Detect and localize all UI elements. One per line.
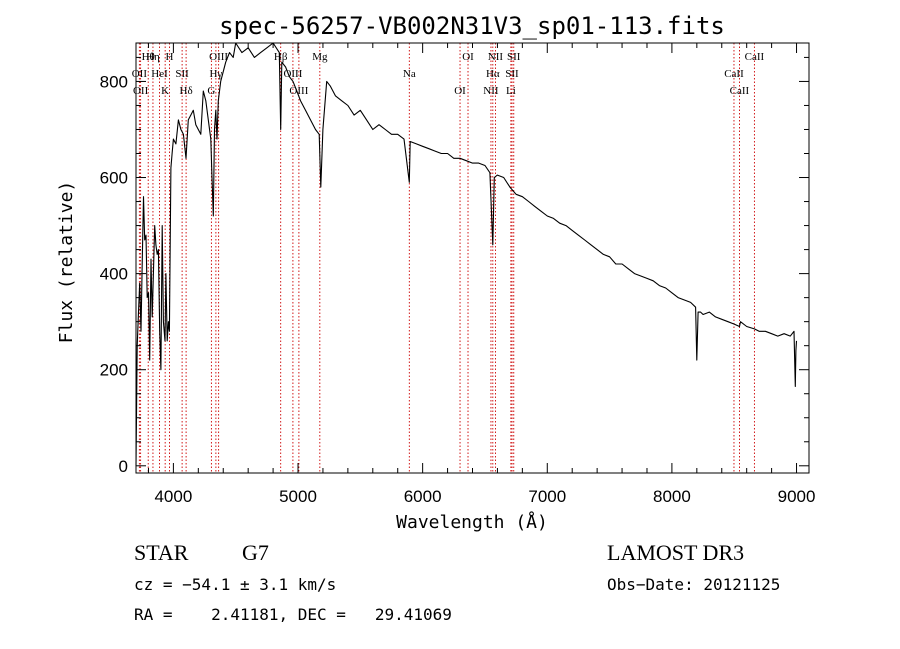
line-marker-label: OI bbox=[462, 51, 474, 63]
line-marker-label: HeI bbox=[151, 68, 168, 80]
x-axis-label: Wavelength (Å) bbox=[396, 511, 548, 533]
y-tick-label: 800 bbox=[100, 72, 128, 91]
line-marker-label: Hβ bbox=[274, 51, 288, 63]
object-class: STAR bbox=[134, 540, 189, 565]
line-marker-label: CaII bbox=[730, 85, 750, 97]
line-marker-label: SII bbox=[507, 51, 521, 63]
redshift-text: cz = −54.1 ± 3.1 km/s bbox=[134, 575, 336, 594]
line-marker-label: G bbox=[207, 85, 215, 97]
x-tick-label: 6000 bbox=[404, 487, 442, 506]
line-marker-label: SII bbox=[175, 68, 189, 80]
line-marker-label: Li bbox=[506, 85, 516, 97]
line-marker-label: OII bbox=[133, 85, 149, 97]
x-tick-label: 4000 bbox=[154, 487, 192, 506]
line-marker-label: Hγ bbox=[209, 68, 222, 80]
line-marker-label: K bbox=[161, 85, 169, 97]
chart-title: spec-56257-VB002N31V3_sp01-113.fits bbox=[219, 12, 725, 40]
line-marker-label: Mg bbox=[312, 51, 328, 63]
x-tick-label: 7000 bbox=[528, 487, 566, 506]
line-marker-label: OIII bbox=[209, 51, 228, 63]
x-tick-label: 9000 bbox=[778, 487, 816, 506]
obs-date: Obs−Date: 20121125 bbox=[607, 575, 780, 594]
line-marker-label: OI bbox=[454, 85, 466, 97]
line-marker-label: CaII bbox=[745, 51, 765, 63]
line-marker-label: NII bbox=[483, 85, 499, 97]
line-marker-label: Hη bbox=[146, 51, 160, 63]
y-axis-label: Flux (relative) bbox=[56, 181, 77, 344]
y-axis-ticks: 0 200 400 600 800 bbox=[100, 56, 809, 476]
y-tick-label: 0 bbox=[119, 457, 128, 476]
line-marker-label: Hδ bbox=[180, 85, 193, 97]
line-markers bbox=[138, 43, 755, 473]
survey-name: LAMOST DR3 bbox=[607, 540, 744, 565]
line-marker-label: SII bbox=[505, 68, 519, 80]
y-tick-label: 200 bbox=[100, 361, 128, 380]
line-marker-label: Hθ bbox=[142, 51, 155, 63]
plot-frame bbox=[135, 42, 810, 474]
line-marker-label: NII bbox=[488, 51, 504, 63]
line-marker-label: Hα bbox=[486, 68, 500, 80]
spectrum-line bbox=[135, 42, 798, 466]
x-tick-label: 8000 bbox=[653, 487, 691, 506]
x-tick-label: 5000 bbox=[279, 487, 317, 506]
y-tick-label: 400 bbox=[100, 265, 128, 284]
x-axis-ticks: 4000 5000 6000 7000 8000 9000 bbox=[147, 43, 816, 506]
line-marker-label: OIII bbox=[289, 85, 308, 97]
y-tick-label: 600 bbox=[100, 169, 128, 188]
line-marker-label: Na bbox=[403, 68, 416, 80]
line-marker-label: H bbox=[166, 51, 174, 63]
coordinates-text: RA = 2.41181, DEC = 29.41069 bbox=[134, 605, 452, 624]
object-subclass: G7 bbox=[242, 540, 269, 565]
line-marker-labels: HθOIIOIIHηHeIKHSIIHδOIIIHγGHβOIIIOIIIMgN… bbox=[132, 51, 765, 97]
line-marker-label: OII bbox=[132, 68, 148, 80]
line-marker-label: OIII bbox=[283, 68, 302, 80]
line-marker-label: CaII bbox=[724, 68, 744, 80]
